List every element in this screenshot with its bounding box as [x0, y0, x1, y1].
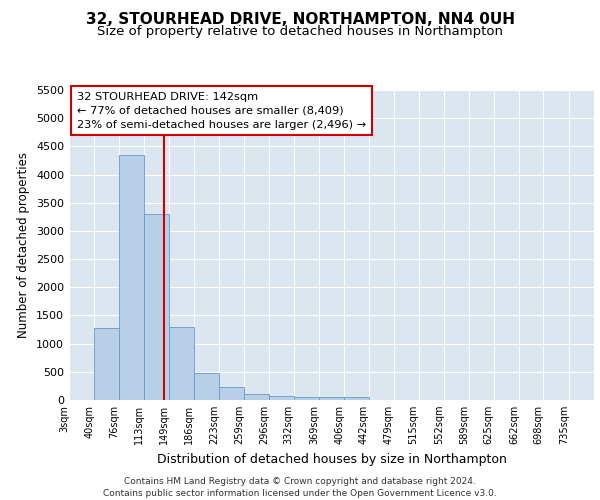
X-axis label: Distribution of detached houses by size in Northampton: Distribution of detached houses by size … — [157, 452, 506, 466]
Text: Size of property relative to detached houses in Northampton: Size of property relative to detached ho… — [97, 25, 503, 38]
Text: Contains public sector information licensed under the Open Government Licence v3: Contains public sector information licen… — [103, 489, 497, 498]
Bar — [169, 326, 194, 400]
Bar — [344, 397, 369, 400]
Bar — [119, 155, 144, 400]
Bar — [293, 397, 319, 400]
Bar — [219, 387, 244, 400]
Text: 32, STOURHEAD DRIVE, NORTHAMPTON, NN4 0UH: 32, STOURHEAD DRIVE, NORTHAMPTON, NN4 0U… — [86, 12, 515, 28]
Bar — [244, 394, 269, 400]
Text: Contains HM Land Registry data © Crown copyright and database right 2024.: Contains HM Land Registry data © Crown c… — [124, 478, 476, 486]
Bar — [144, 214, 169, 400]
Bar — [94, 328, 119, 400]
Text: 32 STOURHEAD DRIVE: 142sqm
← 77% of detached houses are smaller (8,409)
23% of s: 32 STOURHEAD DRIVE: 142sqm ← 77% of deta… — [77, 92, 366, 130]
Bar — [319, 397, 344, 400]
Bar — [269, 396, 293, 400]
Bar — [194, 373, 219, 400]
Y-axis label: Number of detached properties: Number of detached properties — [17, 152, 31, 338]
